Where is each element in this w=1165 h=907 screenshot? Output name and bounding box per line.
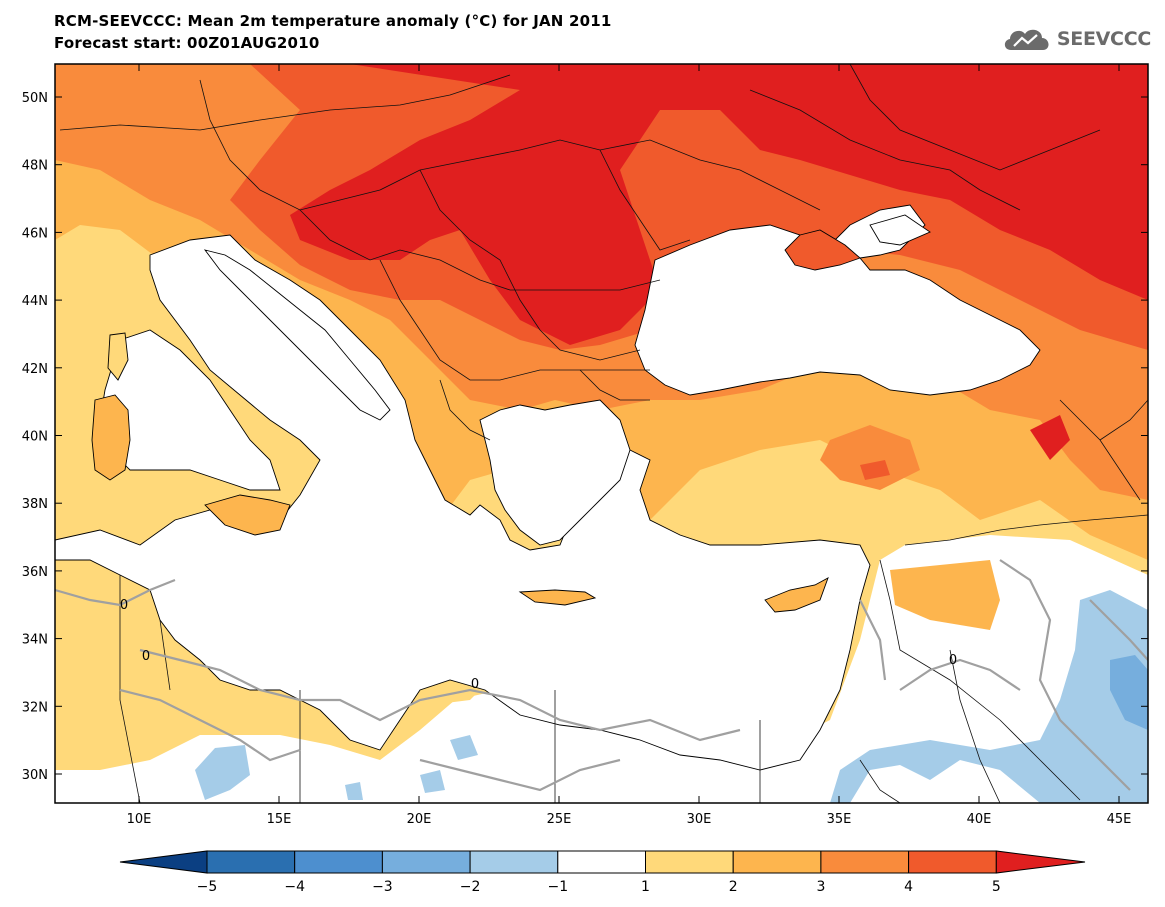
colorbar-label: −5 (197, 879, 218, 895)
islands (91, 229, 861, 613)
colorbar-bin (645, 850, 734, 874)
contour-label-0: 0 (471, 677, 479, 692)
colorbar-label: 4 (904, 879, 913, 895)
contour-label-0: 0 (949, 653, 957, 668)
colorbar-bin (381, 850, 471, 874)
colorbar-label: −3 (372, 879, 393, 895)
anomaly-m1-m2-libya (195, 745, 250, 800)
sardinia (91, 394, 131, 481)
logo-text: SEEVCCC (1056, 28, 1151, 50)
lon-tick-label: 40E (967, 812, 992, 827)
colorbar-bin (820, 850, 910, 874)
anomaly-m1-m2-egypt-a (450, 735, 478, 760)
crete (518, 589, 597, 606)
longitude-axis: 10E 15E 20E 25E 30E 35E 40E 45E (127, 64, 1132, 827)
anomaly-1-2-libya-west (80, 690, 110, 730)
lon-tick-label: 30E (687, 812, 712, 827)
map-title: RCM-SEEVCCC: Mean 2m temperature anomaly… (54, 12, 612, 30)
mediterranean-sea (55, 234, 871, 771)
colorbar: −5 −4 −3 −2 −1 1 2 3 4 5 (119, 850, 1086, 895)
cool-anomaly-fill (195, 590, 1148, 803)
lon-tick-label: 35E (827, 812, 852, 827)
sea-areas (55, 204, 1041, 771)
anomaly-2-3-arabia (890, 560, 1000, 630)
colorbar-label: 3 (816, 879, 825, 895)
corsica (107, 332, 129, 381)
colorbar-label: 2 (729, 879, 738, 895)
zero-contours (55, 559, 1148, 792)
aegean-sea (479, 399, 631, 546)
anomaly-m1-m2-egypt-b (420, 770, 445, 793)
forecast-start-subtitle: Forecast start: 00Z01AUG2010 (54, 34, 320, 52)
lat-tick-label: 36N (22, 565, 48, 580)
colorbar-max-arrow (995, 850, 1086, 874)
latitude-axis: 50N 48N 46N 44N 42N 40N 38N 36N 34N 32N 30N (22, 91, 1148, 783)
colorbar-bin (206, 850, 296, 874)
lat-tick-label: 42N (22, 362, 48, 377)
colorbar-label: 1 (641, 879, 650, 895)
anomaly-1-2-egypt-coast (420, 690, 480, 705)
map-plot-area: 0 0 0 0 (55, 64, 1148, 803)
lat-tick-label: 40N (22, 430, 48, 445)
lat-tick-label: 46N (22, 226, 48, 241)
anomaly-4-5-central-turkey (860, 460, 890, 480)
zero-contour-labels: 0 0 0 0 (120, 598, 957, 692)
lat-tick-label: 44N (22, 294, 48, 309)
colorbar-bin (557, 850, 646, 874)
anomaly-gt5-east-turkey (1030, 415, 1070, 460)
colorbar-label: −4 (284, 879, 305, 895)
cloud-logo-icon (1004, 29, 1049, 50)
lat-tick-label: 30N (22, 768, 48, 783)
seevccc-logo: SEEVCCC (1001, 24, 1151, 54)
anomaly-3-4-central-turkey (820, 425, 920, 490)
colorbar-label: −2 (460, 879, 481, 895)
colorbar-label: 5 (992, 879, 1001, 895)
colorbar-bin (469, 850, 559, 874)
lon-tick-label: 15E (267, 812, 292, 827)
colorbar-bin (294, 850, 383, 874)
colorbar-label: −1 (547, 879, 568, 895)
adriatic-sea (203, 249, 391, 421)
lat-tick-label: 34N (22, 633, 48, 648)
contour-label-0: 0 (120, 598, 128, 613)
colorbar-bin (732, 850, 822, 874)
black-sea (634, 204, 1041, 396)
colorbar-bin (908, 850, 997, 874)
lat-tick-label: 38N (22, 497, 48, 512)
lon-tick-label: 45E (1107, 812, 1132, 827)
anomaly-m1-m2-egypt-c (345, 782, 363, 800)
crimea (784, 229, 861, 271)
lat-tick-label: 32N (22, 700, 48, 715)
azov-sea (869, 214, 931, 246)
lon-tick-label: 20E (407, 812, 432, 827)
anomaly-m1-m2-arabia (830, 590, 1148, 803)
anomaly-gt5-region (290, 64, 1148, 345)
contour-label-0: 0 (142, 649, 150, 664)
anomaly-m2-m3-arabia (1110, 655, 1148, 730)
lon-tick-label: 10E (127, 812, 152, 827)
lat-tick-label: 50N (22, 91, 48, 106)
lon-tick-label: 25E (547, 812, 572, 827)
lat-tick-label: 48N (22, 159, 48, 174)
map-frame (54, 63, 1149, 804)
sicily (204, 494, 291, 536)
cyprus (764, 577, 829, 613)
colorbar-min-arrow (119, 850, 208, 874)
country-borders (59, 64, 1148, 803)
